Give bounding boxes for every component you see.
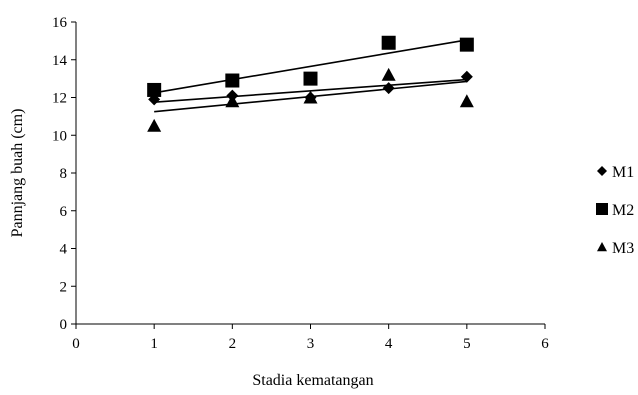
- diamond-marker: [460, 70, 473, 83]
- legend-label: M1: [612, 164, 634, 181]
- data-markers: [147, 35, 474, 132]
- square-marker: [596, 203, 608, 215]
- y-tick-label: 16: [52, 15, 68, 31]
- legend-label: M3: [612, 240, 634, 257]
- y-tick-label: 2: [60, 279, 68, 295]
- x-tick-label: 4: [385, 336, 393, 352]
- y-tick-label: 12: [52, 91, 67, 107]
- y-tick-label: 6: [60, 204, 68, 220]
- square-marker: [381, 35, 396, 50]
- diamond-marker: [597, 166, 607, 176]
- diamond-marker: [382, 82, 395, 95]
- legend: M1 M2 M3: [596, 164, 634, 257]
- legend-label: M2: [612, 202, 634, 219]
- x-tick-label: 6: [541, 336, 549, 352]
- x-tick-label: 0: [72, 336, 80, 352]
- triangle-marker: [381, 67, 396, 81]
- y-tick-label: 10: [52, 128, 67, 144]
- y-tick-label: 0: [60, 317, 68, 333]
- trendline-m2: [154, 39, 467, 94]
- y-axis-title: Pannjang buah (cm): [9, 109, 26, 238]
- x-tick-label: 2: [229, 336, 237, 352]
- y-tick-label: 8: [60, 166, 68, 182]
- y-tick-label: 4: [60, 242, 68, 258]
- x-tick-label: 5: [463, 336, 471, 352]
- triangle-marker: [597, 242, 607, 252]
- square-marker: [225, 73, 240, 88]
- triangle-marker: [147, 118, 162, 132]
- x-axis-title: Stadia kematangan: [252, 372, 373, 389]
- triangle-marker: [225, 94, 240, 108]
- x-tick-label: 1: [150, 336, 158, 352]
- x-tick-label: 3: [307, 336, 315, 352]
- square-marker: [147, 82, 162, 97]
- square-marker: [303, 71, 318, 86]
- square-marker: [459, 37, 474, 52]
- triangle-marker: [459, 94, 474, 108]
- y-tick-label: 14: [52, 53, 68, 69]
- triangle-marker: [303, 90, 318, 104]
